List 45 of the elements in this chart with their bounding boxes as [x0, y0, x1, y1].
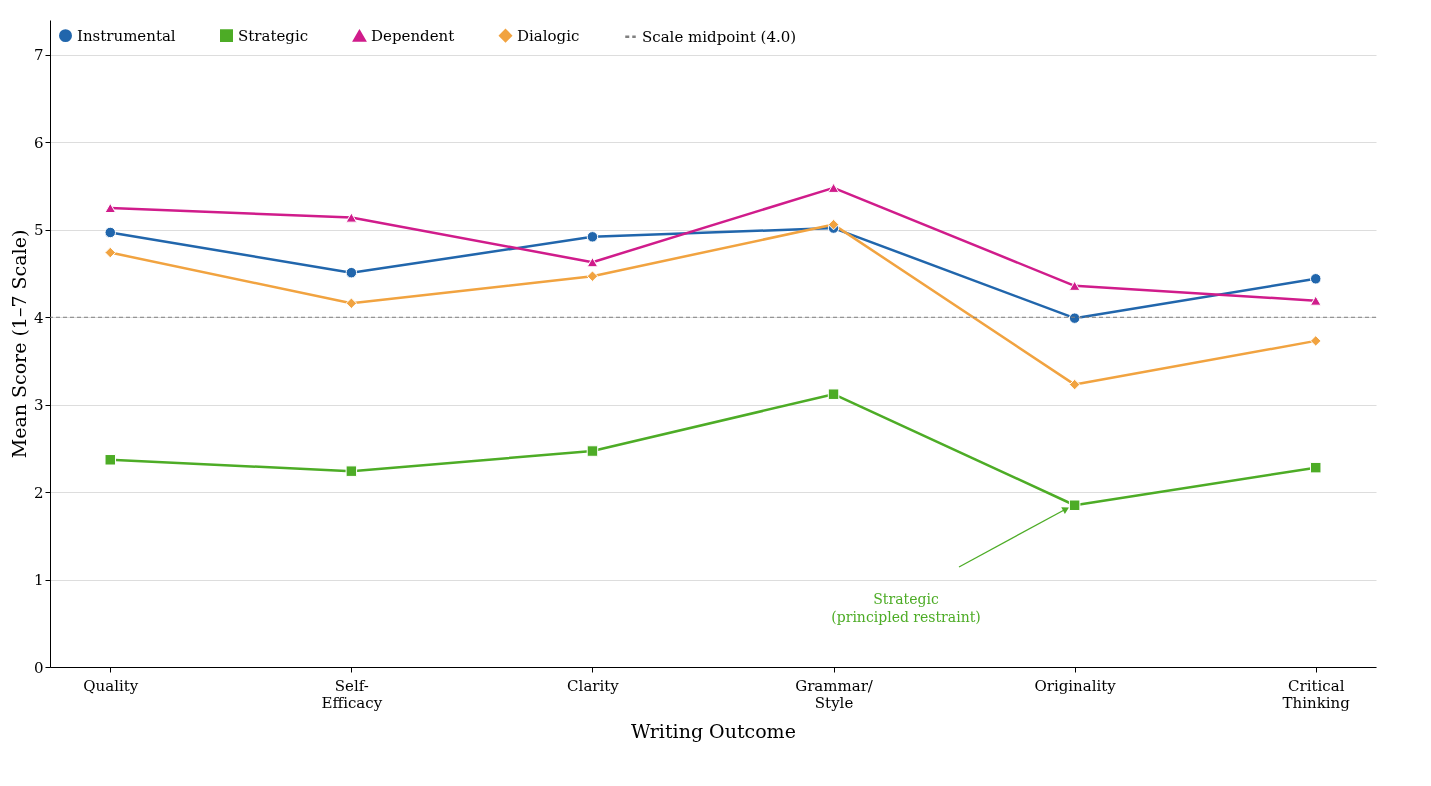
point: [1068, 280, 1081, 291]
y-tick-label: 0: [33, 658, 44, 677]
x-tick-label: Self- Efficacy: [321, 676, 383, 712]
point: [1068, 378, 1081, 391]
point: [1068, 312, 1081, 324]
y-tick-label: 1: [33, 571, 44, 590]
y-tick-label: 4: [33, 308, 44, 327]
point: [104, 202, 117, 214]
x-tick-label: Grammar/ Style: [795, 676, 874, 712]
point: [1309, 461, 1322, 474]
point: [104, 246, 117, 259]
annotation: Strategic (principled restraint): [831, 591, 981, 625]
x-tick-label: Critical Thinking: [1282, 676, 1351, 712]
y-tick-label: 3: [33, 396, 44, 415]
point: [1309, 273, 1322, 285]
point: [1309, 295, 1322, 306]
y-tick-label: 7: [33, 46, 44, 65]
legend-label: Scale midpoint (4.0): [642, 27, 797, 46]
point: [104, 454, 117, 466]
point: [586, 270, 599, 282]
point: [827, 182, 840, 193]
point: [586, 445, 599, 457]
point: [827, 388, 840, 400]
legend-label: Strategic: [238, 26, 309, 45]
point: [586, 231, 599, 243]
x-tick-label: Originality: [1034, 676, 1117, 695]
point: [827, 218, 840, 231]
x-tick-label: Quality: [83, 676, 139, 695]
point: [345, 465, 358, 477]
legend-label: Dialogic: [517, 26, 580, 45]
point: [104, 226, 117, 239]
point: [1068, 499, 1081, 511]
x-axis-title: Writing Outcome: [631, 719, 796, 742]
point: [345, 212, 358, 223]
point: [345, 297, 358, 310]
legend-label: Instrumental: [77, 26, 176, 45]
point: [345, 266, 358, 279]
x-tick-label: Clarity: [567, 676, 620, 695]
y-tick-label: 6: [33, 133, 44, 152]
y-axis-title: Mean Score (1–7 Scale): [7, 229, 30, 459]
point: [1309, 335, 1322, 347]
point: [586, 257, 599, 268]
y-tick-label: 5: [33, 221, 44, 240]
legend-label: Dependent: [371, 26, 455, 45]
y-tick-label: 2: [33, 483, 44, 502]
